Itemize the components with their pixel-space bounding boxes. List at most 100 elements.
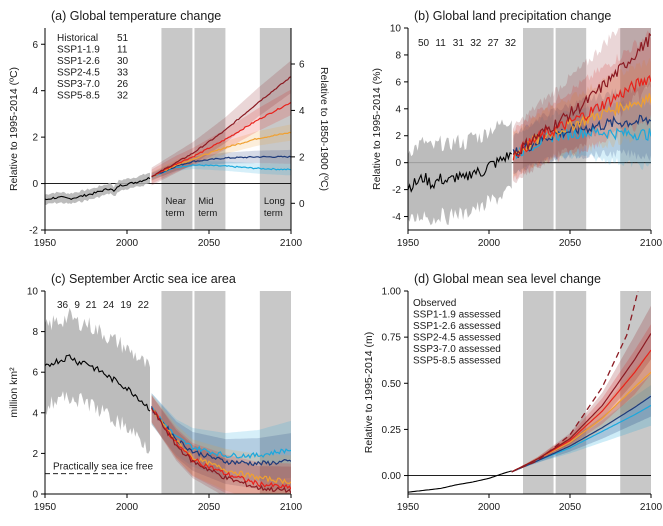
count-label: 22 — [138, 300, 150, 311]
x-tick-label: 2100 — [280, 238, 303, 249]
x-tick-label: 1950 — [34, 502, 57, 513]
y-tick-label: 0.25 — [382, 425, 402, 436]
y-tick-label: 8 — [32, 327, 38, 338]
y-tick-label: 6 — [32, 368, 38, 379]
legend-name: SSP1-2.6 assessed — [413, 321, 501, 332]
legend-name: SSP5-8.5 assessed — [413, 356, 501, 367]
count-label: 19 — [120, 300, 132, 311]
y-tick-label: 8 — [395, 50, 401, 61]
legend-count: 11 — [117, 45, 128, 56]
count-label: 32 — [470, 38, 482, 49]
y-tick-label: 0.00 — [382, 471, 402, 482]
panel-d: 1950 2000 2050 2100 0.00 0.25 0.50 0.75 1.00 Rela… — [363, 272, 663, 513]
historical-line — [45, 177, 151, 201]
y-tick-label: 6 — [395, 77, 401, 88]
y-tick-label: 6 — [32, 40, 38, 51]
historical-line — [45, 354, 151, 412]
historical-band — [45, 307, 150, 454]
band-ssp119 — [151, 393, 291, 481]
period-label: term — [198, 208, 217, 219]
period-band — [161, 291, 193, 494]
y-tick-label: 1.00 — [382, 287, 402, 298]
line-ssp126 — [512, 114, 651, 159]
panel-b: 1950 2000 2050 2100 -4 -2 0 2 4 6 8 10 Relative to 1… — [371, 9, 663, 249]
x-tick-label: 2050 — [559, 502, 582, 513]
y-tick-label: 0.75 — [382, 333, 402, 344]
line-ssp245 — [151, 131, 291, 178]
legend-name: SSP1-1.9 assessed — [413, 310, 501, 321]
y-axis-label: Relative to 1995-2014 (%) — [371, 68, 383, 190]
band-ssp245 — [511, 350, 651, 472]
count-label: 50 — [418, 38, 430, 49]
y-tick-label: 4 — [32, 408, 38, 419]
line-ssp119 — [151, 407, 291, 459]
y-tick-label: 10 — [27, 287, 39, 298]
y-tick-label: 0 — [32, 490, 38, 501]
count-label: 9 — [74, 300, 80, 311]
legend-name: SSP2-4.5 — [57, 68, 100, 79]
threshold-label: Practically sea ice free — [53, 462, 153, 473]
panel-title: (b) Global land precipitation change — [414, 9, 611, 23]
right-tick-label: 2 — [299, 152, 305, 163]
x-tick-label: 2000 — [116, 502, 139, 513]
count-label: 11 — [435, 38, 446, 49]
plot-area — [45, 307, 291, 494]
period-band — [259, 28, 291, 230]
legend-name: Observed — [413, 298, 456, 309]
line-ssp370 — [151, 407, 291, 490]
legend-name: SSP5-8.5 — [57, 91, 100, 102]
band-ssp119 — [511, 385, 651, 472]
y-tick-label: 0 — [32, 179, 38, 190]
y-tick-label: 10 — [390, 24, 402, 35]
band-ssp119 — [151, 161, 291, 180]
band-ssp245 — [151, 394, 291, 494]
x-tick-label: 1950 — [34, 238, 57, 249]
plot-area — [408, 291, 651, 493]
legend-count: 51 — [117, 33, 129, 44]
y-tick-label: -2 — [29, 226, 38, 237]
panel-title: (c) September Arctic sea ice area — [51, 272, 236, 286]
y-tick-label: 2 — [32, 133, 38, 144]
x-tick-label: 2100 — [640, 502, 663, 513]
line-ssp585 — [511, 333, 651, 473]
y-tick-label: 4 — [395, 104, 401, 115]
historical-line — [408, 470, 512, 493]
historical-band — [45, 172, 150, 205]
legend-name: SSP1-1.9 — [57, 45, 100, 56]
right-tick-label: 4 — [299, 106, 305, 117]
x-tick-label: 2000 — [478, 238, 501, 249]
count-label: 32 — [505, 38, 517, 49]
band-ssp126 — [151, 393, 291, 490]
legend-count: 26 — [117, 79, 129, 90]
panel-title: (a) Global temperature change — [51, 9, 221, 23]
count-label: 21 — [86, 300, 98, 311]
plot-area — [408, 28, 651, 226]
period-band — [194, 28, 226, 230]
band-ssp126 — [511, 374, 651, 472]
x-tick-label: 2050 — [559, 238, 582, 249]
legend-count: 33 — [117, 68, 129, 79]
low-likelihood-line — [511, 291, 639, 473]
period-band — [161, 28, 193, 230]
y-tick-label: 0.50 — [382, 379, 402, 390]
historical-line — [408, 151, 513, 193]
x-tick-label: 2100 — [280, 502, 303, 513]
y-tick-label: -2 — [392, 185, 401, 196]
count-label: 36 — [57, 300, 69, 311]
x-tick-label: 1950 — [397, 502, 420, 513]
count-label: 27 — [488, 38, 500, 49]
line-ssp126 — [151, 406, 291, 467]
panel-title: (d) Global mean sea level change — [414, 272, 601, 286]
band-ssp585 — [511, 305, 651, 472]
y-tick-label: 2 — [395, 131, 401, 142]
band-ssp126 — [151, 149, 291, 181]
y-tick-label: 0 — [395, 158, 401, 169]
y-tick-label: 4 — [32, 86, 38, 97]
period-label: term — [165, 208, 184, 219]
right-tick-label: 6 — [299, 59, 305, 70]
legend-name: Historical — [57, 33, 98, 44]
legend-name: SSP3-7.0 — [57, 79, 100, 90]
period-label: Long — [264, 196, 285, 207]
y-axis-label: Relative to 1995-2014 (m) — [363, 332, 375, 453]
